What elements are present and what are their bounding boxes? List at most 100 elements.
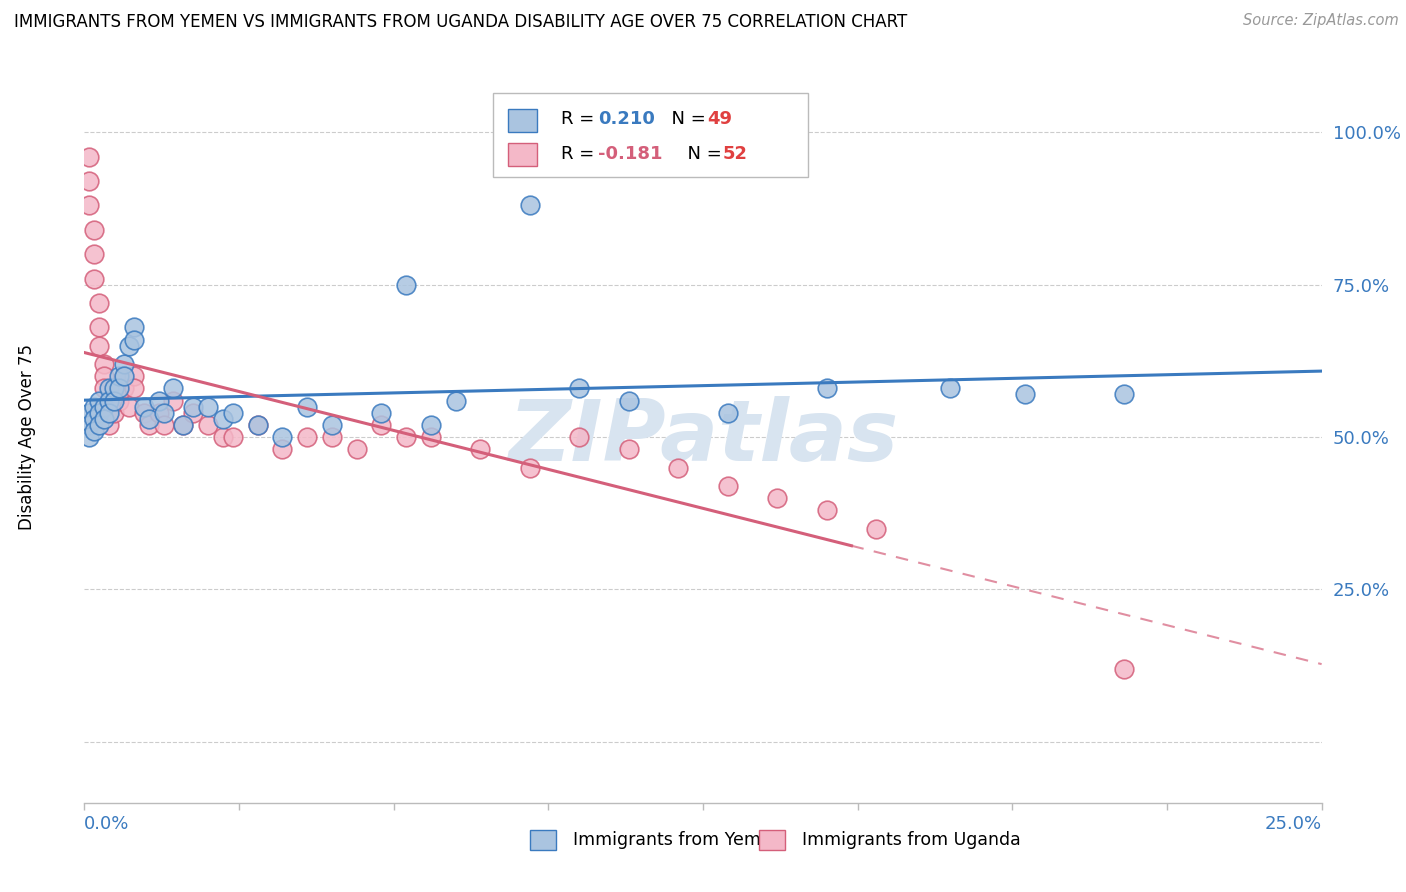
Point bbox=[108, 381, 131, 395]
Point bbox=[815, 381, 838, 395]
Point bbox=[118, 400, 141, 414]
Point bbox=[98, 393, 121, 408]
Point bbox=[103, 393, 125, 408]
Point bbox=[1112, 662, 1135, 676]
Point bbox=[321, 417, 343, 432]
FancyBboxPatch shape bbox=[492, 94, 808, 178]
Point bbox=[108, 381, 131, 395]
Point bbox=[112, 369, 135, 384]
Point bbox=[152, 406, 174, 420]
Point bbox=[246, 417, 269, 432]
Text: R =: R = bbox=[561, 145, 600, 162]
Point bbox=[108, 393, 131, 408]
Point bbox=[717, 479, 740, 493]
Text: R =: R = bbox=[561, 111, 600, 128]
Point bbox=[79, 198, 101, 212]
Point bbox=[89, 296, 111, 310]
Point bbox=[89, 320, 111, 334]
Point bbox=[181, 406, 204, 420]
Point bbox=[370, 406, 392, 420]
Point bbox=[1014, 387, 1036, 401]
Point bbox=[93, 400, 115, 414]
Point bbox=[197, 400, 219, 414]
FancyBboxPatch shape bbox=[530, 830, 555, 850]
Point bbox=[79, 150, 101, 164]
Point bbox=[939, 381, 962, 395]
Point bbox=[271, 442, 294, 457]
Point bbox=[98, 417, 121, 432]
Point bbox=[295, 430, 318, 444]
Point bbox=[766, 491, 789, 505]
Point bbox=[83, 400, 105, 414]
Point bbox=[519, 460, 541, 475]
Point bbox=[321, 430, 343, 444]
Point bbox=[83, 271, 105, 285]
Point bbox=[148, 393, 170, 408]
Point bbox=[83, 247, 105, 261]
Point bbox=[89, 417, 111, 432]
FancyBboxPatch shape bbox=[508, 143, 537, 167]
Point bbox=[103, 406, 125, 420]
Point bbox=[98, 406, 121, 420]
Point bbox=[122, 369, 145, 384]
Text: 49: 49 bbox=[707, 111, 731, 128]
Point bbox=[108, 369, 131, 384]
Text: 25.0%: 25.0% bbox=[1264, 815, 1322, 833]
Point bbox=[815, 503, 838, 517]
Point bbox=[172, 417, 194, 432]
Point bbox=[419, 417, 441, 432]
Text: N =: N = bbox=[659, 111, 711, 128]
Point bbox=[138, 417, 160, 432]
Point bbox=[346, 442, 368, 457]
Point bbox=[271, 430, 294, 444]
Point bbox=[79, 417, 101, 432]
Point bbox=[122, 333, 145, 347]
Point bbox=[98, 381, 121, 395]
Point bbox=[93, 381, 115, 395]
Point bbox=[197, 417, 219, 432]
Point bbox=[568, 381, 591, 395]
Point bbox=[246, 417, 269, 432]
FancyBboxPatch shape bbox=[759, 830, 785, 850]
Point bbox=[419, 430, 441, 444]
Point bbox=[222, 406, 245, 420]
Point bbox=[617, 442, 640, 457]
Point bbox=[1112, 387, 1135, 401]
Point bbox=[666, 460, 689, 475]
Point bbox=[222, 430, 245, 444]
Point bbox=[79, 430, 101, 444]
Point bbox=[93, 357, 115, 371]
Point bbox=[89, 406, 111, 420]
Text: ZIPatlas: ZIPatlas bbox=[508, 395, 898, 479]
Y-axis label: Disability Age Over 75: Disability Age Over 75 bbox=[18, 344, 35, 530]
Point bbox=[112, 369, 135, 384]
Point bbox=[212, 430, 235, 444]
Point bbox=[395, 277, 418, 292]
Text: N =: N = bbox=[676, 145, 727, 162]
Point bbox=[132, 400, 155, 414]
Point bbox=[122, 381, 145, 395]
Point bbox=[865, 521, 887, 535]
Point bbox=[617, 393, 640, 408]
Point bbox=[181, 400, 204, 414]
Point bbox=[93, 369, 115, 384]
FancyBboxPatch shape bbox=[508, 109, 537, 132]
Point bbox=[138, 412, 160, 426]
Point bbox=[98, 393, 121, 408]
Point bbox=[118, 339, 141, 353]
Point bbox=[98, 406, 121, 420]
Point bbox=[444, 393, 467, 408]
Point bbox=[122, 320, 145, 334]
Point bbox=[89, 393, 111, 408]
Point bbox=[103, 381, 125, 395]
Point bbox=[395, 430, 418, 444]
Point bbox=[89, 339, 111, 353]
Point bbox=[717, 406, 740, 420]
Point bbox=[162, 393, 184, 408]
Point bbox=[152, 417, 174, 432]
Point bbox=[93, 412, 115, 426]
Text: 52: 52 bbox=[723, 145, 748, 162]
Text: IMMIGRANTS FROM YEMEN VS IMMIGRANTS FROM UGANDA DISABILITY AGE OVER 75 CORRELATI: IMMIGRANTS FROM YEMEN VS IMMIGRANTS FROM… bbox=[14, 13, 907, 31]
Point bbox=[83, 424, 105, 438]
Point bbox=[79, 174, 101, 188]
